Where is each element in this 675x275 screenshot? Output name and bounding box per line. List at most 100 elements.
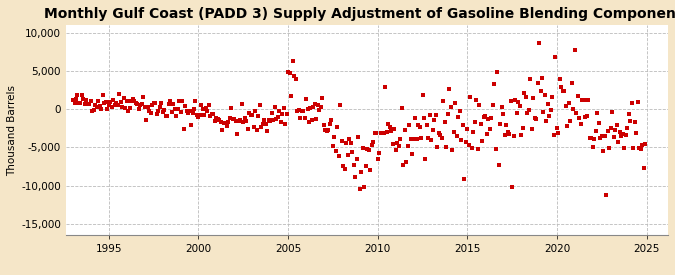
Point [459, 177, 470, 181]
Point [144, 109, 155, 114]
Point [610, 128, 620, 132]
Point [431, 113, 441, 117]
Point [338, 163, 349, 168]
Point [543, 102, 554, 106]
Point [398, 163, 408, 167]
Point [538, 110, 549, 114]
Point [535, 89, 546, 93]
Point [638, 166, 649, 170]
Point [304, 120, 315, 124]
Point [139, 105, 150, 109]
Point [278, 106, 289, 110]
Point [414, 125, 425, 130]
Point [448, 130, 459, 135]
Point [167, 102, 178, 107]
Point [236, 101, 247, 106]
Point [560, 103, 571, 108]
Point [272, 115, 283, 119]
Point [373, 156, 383, 161]
Point [570, 48, 580, 52]
Point [565, 119, 576, 123]
Point [148, 101, 159, 105]
Point [555, 76, 566, 81]
Point [599, 134, 610, 138]
Point [204, 103, 215, 107]
Point [214, 118, 225, 123]
Point [101, 100, 111, 104]
Point [84, 102, 95, 106]
Point [447, 148, 458, 152]
Point [464, 143, 475, 148]
Point [71, 97, 82, 101]
Point [371, 131, 381, 136]
Point [495, 122, 506, 126]
Point [128, 97, 138, 101]
Point [623, 111, 634, 116]
Point [426, 138, 437, 142]
Point [635, 147, 646, 151]
Point [504, 132, 514, 136]
Point [637, 143, 647, 147]
Point [572, 94, 583, 98]
Point [571, 110, 582, 115]
Point [363, 148, 374, 152]
Point [136, 102, 147, 106]
Point [235, 118, 246, 122]
Point [634, 146, 645, 150]
Point [281, 112, 292, 116]
Point [517, 126, 528, 130]
Point [593, 120, 604, 125]
Point [395, 136, 406, 141]
Point [453, 115, 464, 119]
Point [454, 109, 465, 114]
Point [408, 137, 419, 141]
Point [532, 81, 543, 86]
Point [279, 122, 290, 126]
Point [562, 124, 573, 128]
Point [479, 114, 489, 119]
Point [234, 119, 244, 123]
Point [205, 114, 216, 118]
Point [220, 121, 231, 125]
Point [492, 69, 503, 74]
Point [86, 99, 97, 103]
Point [292, 109, 302, 113]
Y-axis label: Thousand Barrels: Thousand Barrels [7, 85, 17, 175]
Point [353, 134, 364, 139]
Point [350, 174, 360, 179]
Point [608, 135, 619, 140]
Point [302, 107, 313, 111]
Point [135, 103, 146, 108]
Point [411, 137, 422, 142]
Point [456, 138, 466, 142]
Point [247, 113, 258, 117]
Point [326, 117, 337, 122]
Point [298, 108, 308, 113]
Point [497, 112, 508, 116]
Point [490, 147, 501, 151]
Point [568, 106, 578, 111]
Point [160, 114, 171, 118]
Point [325, 121, 335, 126]
Point [192, 113, 202, 117]
Point [526, 126, 537, 131]
Point [180, 103, 190, 108]
Point [541, 119, 552, 123]
Point [354, 187, 365, 192]
Point [402, 144, 413, 148]
Point [327, 144, 338, 149]
Point [471, 98, 482, 102]
Point [295, 116, 306, 120]
Point [221, 124, 232, 128]
Point [265, 119, 275, 123]
Point [586, 135, 597, 140]
Point [96, 106, 107, 111]
Point [531, 117, 541, 121]
Point [441, 145, 452, 150]
Point [240, 116, 250, 121]
Point [348, 163, 359, 167]
Point [458, 123, 468, 128]
Point [313, 103, 323, 108]
Point [93, 98, 104, 103]
Point [81, 97, 92, 102]
